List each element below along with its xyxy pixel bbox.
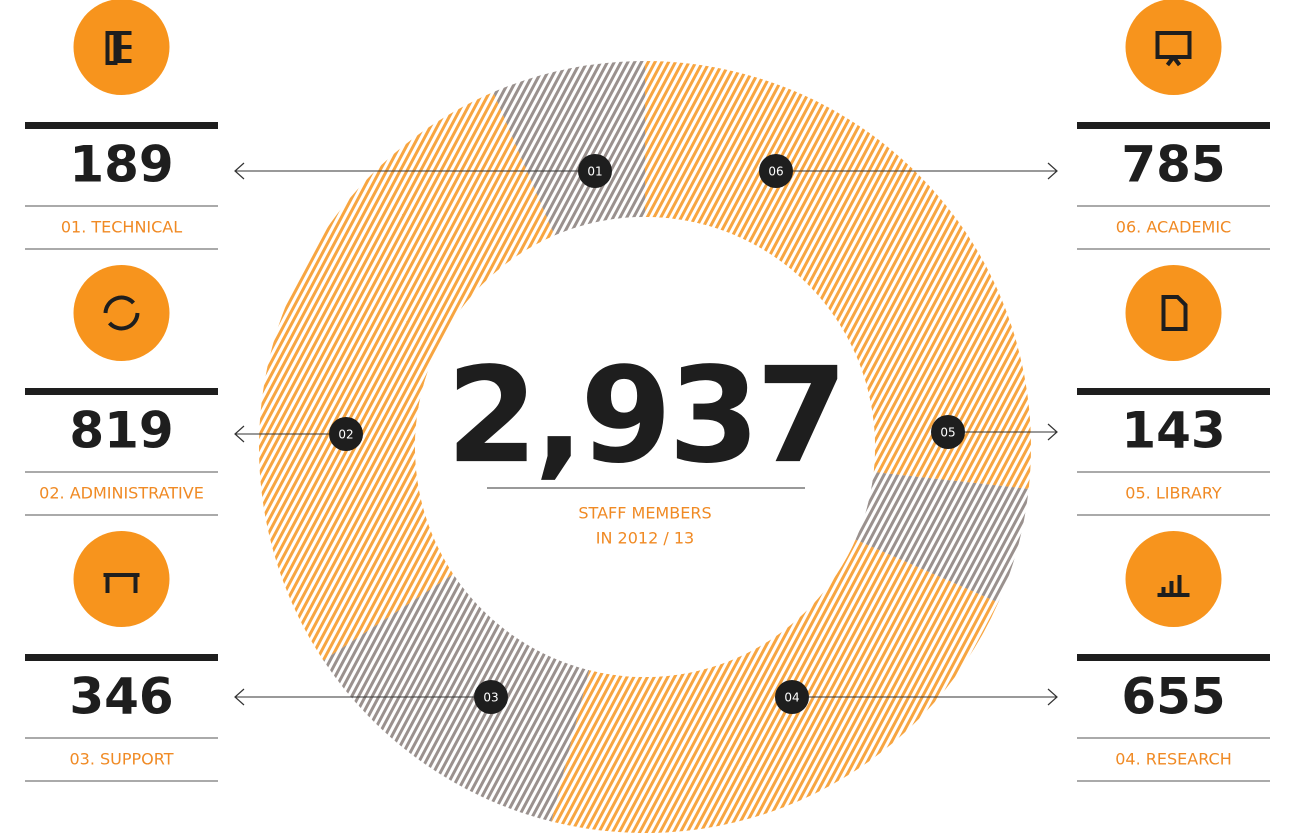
icon-circle xyxy=(1125,531,1222,627)
center-subtitle: STAFF MEMBERS xyxy=(578,504,711,523)
items: 189 01. TECHNICAL 01 819 02. ADMINISTRATIVE 0… xyxy=(25,0,1270,782)
category-label: 02. ADMINISTRATIVE xyxy=(39,484,204,503)
category-label: 04. RESEARCH xyxy=(1115,750,1232,769)
heavy-rule xyxy=(1077,654,1270,661)
marker xyxy=(329,417,363,451)
donut-segment xyxy=(551,539,999,833)
icon xyxy=(103,295,140,331)
heavy-rule xyxy=(1077,122,1270,129)
center-subtitle: IN 2012 / 13 xyxy=(596,529,694,548)
icon xyxy=(103,573,140,593)
arrow-head xyxy=(234,425,245,443)
marker-code: 05 xyxy=(940,426,955,440)
donut-segment xyxy=(645,61,1031,489)
marker-code: 06 xyxy=(768,165,783,179)
marker-code: 04 xyxy=(784,691,799,705)
donut-segment xyxy=(493,61,645,236)
marker xyxy=(578,154,612,188)
value-label: 655 xyxy=(1121,668,1225,726)
donut-segment xyxy=(323,574,590,822)
donut-segment xyxy=(855,471,1029,603)
icon-circle xyxy=(1125,265,1222,361)
category-label: 01. TECHNICAL xyxy=(61,218,182,237)
donut-segment xyxy=(258,92,555,661)
icon xyxy=(1157,575,1190,597)
category-label: 06. ACADEMIC xyxy=(1116,218,1231,237)
marker xyxy=(931,415,965,449)
donut xyxy=(258,61,1031,833)
value-label: 189 xyxy=(69,136,173,194)
heavy-rule xyxy=(1077,388,1270,395)
marker xyxy=(759,154,793,188)
value-label: 346 xyxy=(69,668,173,726)
center-total: 2,937 xyxy=(446,339,844,493)
category-label: 03. SUPPORT xyxy=(69,750,173,769)
arrow-head xyxy=(1047,423,1058,441)
value-label: 819 xyxy=(69,402,173,460)
marker-code: 01 xyxy=(587,165,602,179)
icon-circle xyxy=(73,531,170,627)
icon xyxy=(1155,31,1192,67)
donut-hole xyxy=(415,217,875,677)
value-label: 143 xyxy=(1121,402,1225,460)
arrow-head xyxy=(234,162,245,180)
marker-code: 03 xyxy=(483,691,498,705)
arrow-head xyxy=(234,688,245,706)
icon-circle xyxy=(73,265,170,361)
value-label: 785 xyxy=(1121,136,1225,194)
icon xyxy=(105,31,132,65)
arrow-head xyxy=(1047,162,1058,180)
icon-circle xyxy=(1125,0,1222,95)
icon xyxy=(1161,295,1188,331)
marker xyxy=(775,680,809,714)
heavy-rule xyxy=(25,388,218,395)
marker xyxy=(474,680,508,714)
category-label: 05. LIBRARY xyxy=(1125,484,1222,503)
heavy-rule xyxy=(25,122,218,129)
arrow-head xyxy=(1047,688,1058,706)
marker-code: 02 xyxy=(338,428,353,442)
heavy-rule xyxy=(25,654,218,661)
